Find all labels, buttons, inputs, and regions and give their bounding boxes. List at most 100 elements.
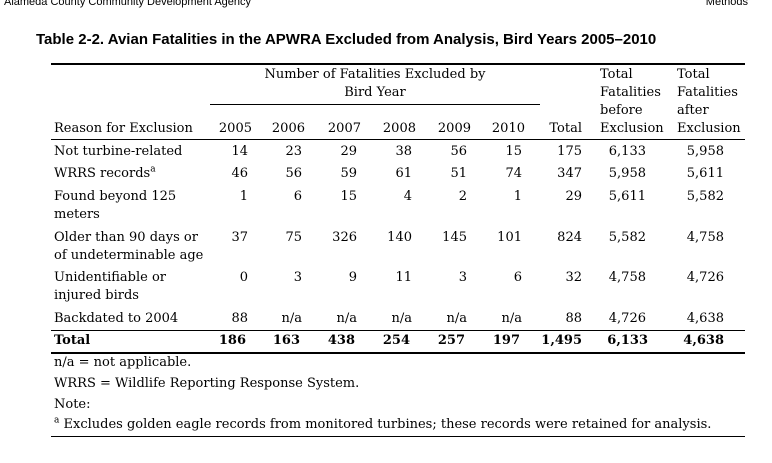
col-header-2006: 2006 <box>271 121 305 136</box>
table-bottom-rule <box>51 352 745 354</box>
col-header-reason: Reason for Exclusion <box>54 121 193 136</box>
section-name: Methods <box>705 0 748 8</box>
cell-2010: 74 <box>505 166 522 181</box>
cell-2006: 3 <box>293 270 302 285</box>
cell-2008: 11 <box>395 270 412 285</box>
cell-2009: n/a <box>446 311 467 326</box>
cell-total-before: 5,958 <box>608 166 646 181</box>
cell-2006: 56 <box>285 166 302 181</box>
cell-2010: 101 <box>497 230 522 245</box>
table-top-rule <box>51 63 745 65</box>
header-bottom-rule <box>51 139 745 140</box>
group-header-line1: Number of Fatalities Excluded by <box>264 67 486 82</box>
total-after-header-3: after <box>677 103 709 118</box>
row-reason-line1: Unidentifiable or <box>54 270 167 285</box>
cell-total-after: 4,638 <box>686 311 724 326</box>
cell-2005: 0 <box>239 270 248 285</box>
cell-2009: 56 <box>450 144 467 159</box>
footnote-a-text: Excludes golden eagle records from monit… <box>63 417 712 432</box>
total-after: 4,638 <box>683 333 724 348</box>
cell-total-after: 5,611 <box>686 166 724 181</box>
total-after-header-4: Exclusion <box>677 121 741 136</box>
cell-total-before: 6,133 <box>608 144 646 159</box>
footnote-na: n/a = not applicable. <box>54 355 192 370</box>
total-2008: 254 <box>382 333 410 348</box>
cell-2008: 61 <box>395 166 412 181</box>
cell-2005: 88 <box>231 311 248 326</box>
cell-2005: 46 <box>231 166 248 181</box>
col-header-total: Total <box>549 121 582 136</box>
total-2005: 186 <box>218 333 246 348</box>
cell-total-before: 5,582 <box>608 230 646 245</box>
footnote-a-marker: a <box>54 415 60 426</box>
row-reason: WRRS recordsa <box>54 164 156 181</box>
cell-2007: 59 <box>340 166 357 181</box>
total-label: Total <box>54 333 91 348</box>
row-reason: Backdated to 2004 <box>54 311 179 326</box>
cell-2010: 1 <box>513 189 522 204</box>
col-header-2007: 2007 <box>327 121 361 136</box>
footnote-note-label: Note: <box>54 397 91 412</box>
cell-2010: 6 <box>513 270 522 285</box>
col-header-2009: 2009 <box>437 121 471 136</box>
total-after-header-1: Total <box>677 67 710 82</box>
cell-2008: 140 <box>387 230 412 245</box>
cell-2007: n/a <box>336 311 357 326</box>
row-reason-line2: of undeterminable age <box>54 248 204 263</box>
footnote-marker: a <box>150 164 156 175</box>
cell-2006: 6 <box>293 189 302 204</box>
total-before-header-2: Fatalities <box>600 85 661 100</box>
row-reason-line2: injured birds <box>54 288 139 303</box>
cell-2007: 9 <box>348 270 357 285</box>
total-total: 1,495 <box>541 333 582 348</box>
total-before-header-3: before <box>600 103 643 118</box>
total-after-header-2: Fatalities <box>677 85 738 100</box>
cell-total: 347 <box>557 166 582 181</box>
cell-2009: 2 <box>458 189 467 204</box>
cell-total: 32 <box>565 270 582 285</box>
cell-2007: 326 <box>332 230 357 245</box>
cell-2009: 51 <box>450 166 467 181</box>
cell-total: 824 <box>557 230 582 245</box>
footnote-wrrs: WRRS = Wildlife Reporting Response Syste… <box>54 376 360 391</box>
total-before-header-1: Total <box>600 67 633 82</box>
cell-total-after: 5,582 <box>686 189 724 204</box>
cell-2006: 75 <box>285 230 302 245</box>
row-reason: Not turbine-related <box>54 144 183 159</box>
cell-2010: 15 <box>505 144 522 159</box>
cell-total: 88 <box>565 311 582 326</box>
cell-2005: 1 <box>239 189 248 204</box>
cell-2006: n/a <box>281 311 302 326</box>
col-header-2010: 2010 <box>491 121 525 136</box>
total-before: 6,133 <box>607 333 648 348</box>
group-header-line2: Bird Year <box>344 85 406 100</box>
cell-2009: 3 <box>458 270 467 285</box>
cell-2008: 4 <box>403 189 412 204</box>
total-before-header-4: Exclusion <box>600 121 664 136</box>
cell-total-after: 4,758 <box>686 230 724 245</box>
col-header-2005: 2005 <box>218 121 252 136</box>
group-header-rule <box>210 104 540 105</box>
cell-2009: 145 <box>442 230 467 245</box>
col-header-2008: 2008 <box>382 121 416 136</box>
cell-total-after: 4,726 <box>686 270 724 285</box>
row-reason-line1: Older than 90 days or <box>54 230 198 245</box>
row-reason-line2: meters <box>54 207 100 222</box>
cell-total-after: 5,958 <box>686 144 724 159</box>
total-top-rule <box>51 330 745 331</box>
total-2007: 438 <box>327 333 355 348</box>
cell-2007: 15 <box>340 189 357 204</box>
cell-total: 175 <box>557 144 582 159</box>
agency-name: Alameda County Community Development Age… <box>4 0 252 8</box>
total-2009: 257 <box>437 333 465 348</box>
cell-total-before: 4,758 <box>608 270 646 285</box>
cell-2005: 37 <box>231 230 248 245</box>
row-reason-line1: Found beyond 125 <box>54 189 177 204</box>
cell-total-before: 4,726 <box>608 311 646 326</box>
cell-total: 29 <box>565 189 582 204</box>
cell-total-before: 5,611 <box>608 189 646 204</box>
cell-2006: 23 <box>285 144 302 159</box>
cell-2008: n/a <box>391 311 412 326</box>
table-title: Table 2-2. Avian Fatalities in the APWRA… <box>36 31 657 48</box>
total-2006: 163 <box>272 333 300 348</box>
